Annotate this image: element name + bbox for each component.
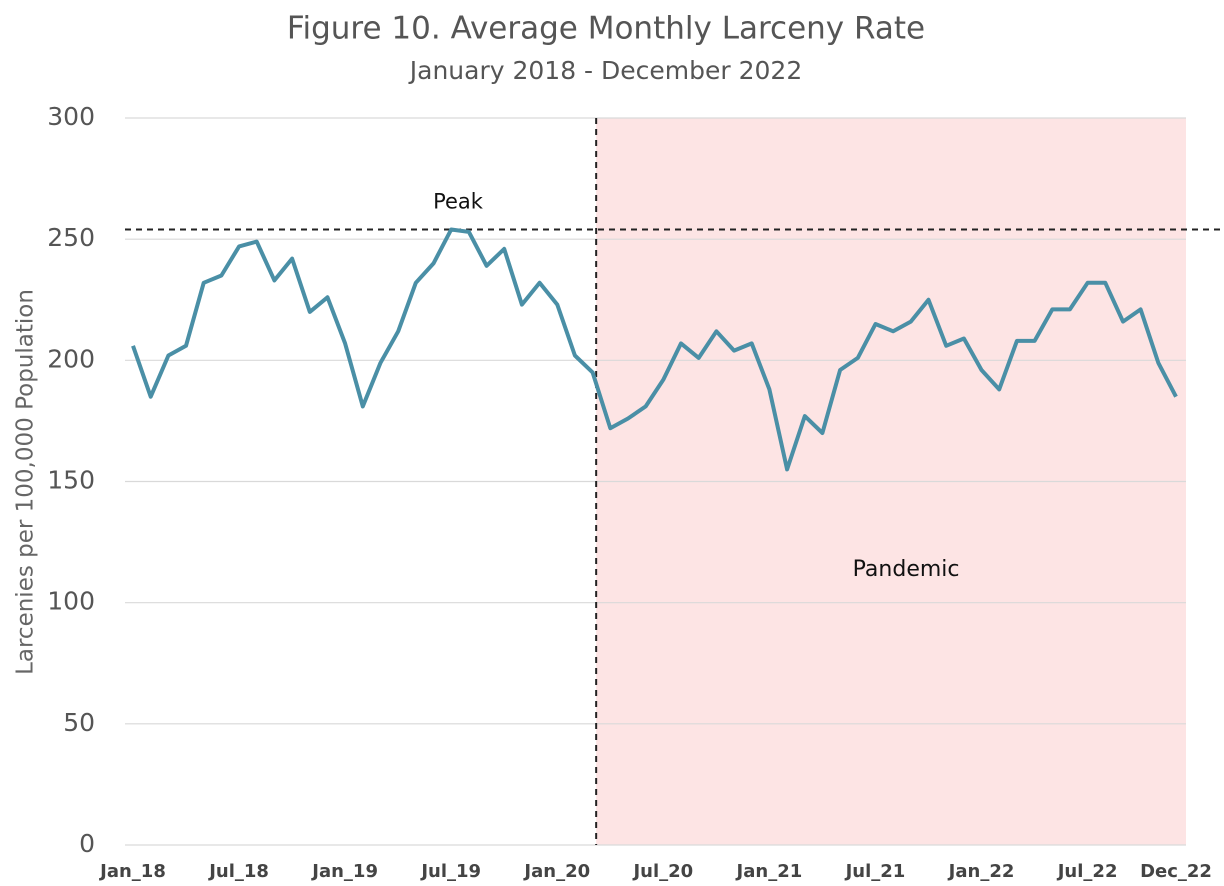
x-tick-label: Jan_21 <box>735 861 803 882</box>
chart-subtitle: January 2018 - December 2022 <box>408 56 802 85</box>
chart-title: Figure 10. Average Monthly Larceny Rate <box>287 11 925 47</box>
x-tick-label: Dec_22 <box>1140 861 1212 882</box>
y-tick-label: 100 <box>47 587 95 616</box>
x-tick-label: Jul_21 <box>844 861 906 882</box>
y-axis-label: Larcenies per 100,000 Population <box>13 289 39 675</box>
x-tick-label: Jan_19 <box>310 861 378 882</box>
x-tick-label: Jul_18 <box>207 861 269 882</box>
reference-line-label: Peak <box>433 189 484 213</box>
y-tick-label: 150 <box>47 466 95 495</box>
y-tick-label: 50 <box>63 708 95 737</box>
x-tick-label: Jul_22 <box>1056 861 1118 882</box>
y-tick-label: 200 <box>47 344 95 373</box>
y-tick-label: 250 <box>47 223 95 252</box>
y-tick-label: 300 <box>47 102 95 131</box>
y-tick-label: 0 <box>79 829 95 858</box>
data-line <box>131 227 1178 472</box>
x-tick-label: Jul_20 <box>631 861 693 882</box>
x-tick-label: Jan_18 <box>98 861 166 882</box>
x-tick-label: Jan_20 <box>522 861 590 882</box>
x-tick-label: Jul_19 <box>419 861 481 882</box>
x-tick-label: Jan_22 <box>947 861 1015 882</box>
shaded-region-label: Pandemic <box>853 557 960 582</box>
